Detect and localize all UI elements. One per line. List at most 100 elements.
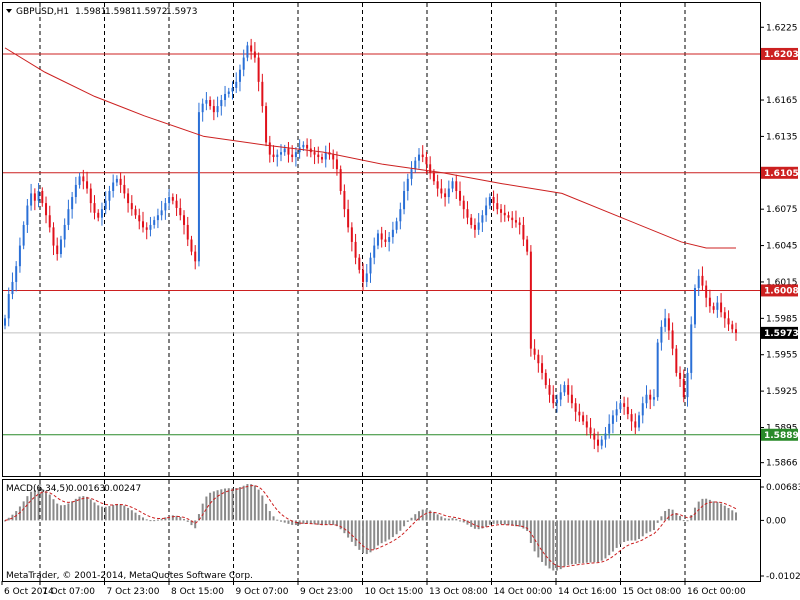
macd-axis[interactable]: 0.00683 0.00 -0.01025	[760, 483, 800, 582]
candle-body	[432, 172, 435, 182]
candle-body	[466, 209, 469, 218]
candle-body	[686, 372, 689, 398]
macd-bar	[466, 520, 469, 525]
macd-bar	[481, 520, 484, 529]
candle-body	[470, 217, 473, 225]
current-price-text: 1.5973	[764, 329, 799, 339]
price-tick-label: 1.5985	[766, 314, 798, 324]
candle-body	[11, 281, 14, 295]
candle-body	[227, 91, 230, 94]
candle-body	[205, 100, 208, 104]
candle-body	[488, 197, 491, 206]
candle-body	[246, 45, 249, 58]
candle-body	[235, 81, 238, 88]
macd-bar	[410, 517, 413, 521]
macd-bar	[45, 491, 48, 521]
candle-body	[231, 87, 234, 92]
macd-bar	[212, 491, 215, 521]
candle-body	[496, 203, 499, 210]
candle-body	[649, 394, 652, 400]
candle-body	[526, 239, 529, 252]
macd-bar	[444, 518, 447, 521]
macd-bar	[37, 488, 40, 521]
candle-body	[56, 245, 59, 255]
candle-body	[18, 245, 21, 267]
candle-body	[186, 224, 189, 240]
macd-bar	[164, 517, 167, 521]
header-dropdown-icon[interactable]	[6, 9, 12, 13]
candle-body	[414, 160, 417, 170]
macd-bar	[582, 520, 585, 564]
candle-body	[313, 152, 316, 155]
macd-bar	[649, 520, 652, 532]
candle-body	[209, 100, 212, 107]
macd-bar	[250, 484, 253, 521]
macd-bar	[682, 520, 685, 522]
candle-body	[462, 200, 465, 210]
candle-body	[533, 348, 536, 355]
candle-body	[294, 152, 297, 158]
candle-body	[138, 215, 141, 222]
candle-body	[541, 363, 544, 373]
macd-bar	[26, 496, 29, 521]
macd-bar	[108, 506, 111, 521]
level-tag-1.5889	[761, 428, 798, 441]
candle-body	[645, 394, 648, 404]
level-tag-text: 1.6008	[764, 286, 799, 296]
macd-bar	[306, 520, 309, 524]
candle-body	[675, 348, 678, 373]
macd-bar	[735, 512, 737, 521]
macd-bar	[134, 512, 137, 521]
macd-bar	[11, 514, 14, 521]
price-axis[interactable]: 1.6225 1.6165 1.6135 1.6075 1.6045 1.6015 1.59…	[760, 23, 798, 469]
candle-body	[652, 397, 655, 400]
macd-bar	[563, 520, 566, 567]
macd-bar	[462, 520, 465, 523]
macd-histogram	[4, 484, 737, 571]
macd-bar	[313, 520, 316, 525]
candle-body	[529, 251, 532, 349]
candle-body	[242, 57, 245, 70]
price-pane[interactable]: GBPUSD,H1 1.5981 1.5981 1.5972 1.5973	[2, 2, 761, 477]
macd-bar	[641, 520, 644, 537]
price-tick-label: 1.6075	[766, 205, 798, 215]
macd-bar	[619, 520, 622, 545]
candle-body	[89, 188, 92, 204]
candle-body	[444, 193, 447, 198]
candle-body	[365, 273, 368, 282]
candle-body	[257, 57, 260, 82]
candle-body	[78, 176, 81, 185]
macd-bar	[321, 520, 324, 526]
level-tag-text: 1.6105	[764, 169, 799, 179]
current-price-tag	[761, 326, 798, 339]
macd-bar	[369, 520, 372, 553]
candle-body	[268, 142, 271, 155]
candle-body	[321, 157, 324, 160]
macd-bar	[429, 510, 432, 521]
macd-bar	[276, 519, 279, 521]
macd-bar	[201, 503, 204, 521]
level-tags: 1.6203 1.6105 1.6008 1.5889 1.5973	[761, 47, 799, 441]
macd-header: MACD(6,34,5) 0.00163 0.00247	[6, 484, 141, 494]
price-tick-label: 1.5866	[766, 459, 798, 469]
moving-average-line	[4, 47, 736, 249]
candle-body	[570, 394, 573, 404]
candle-body	[660, 326, 663, 343]
macd-bar	[149, 520, 152, 522]
macd-bar	[656, 520, 659, 523]
macd-bar	[238, 487, 241, 521]
macd-bar	[71, 501, 74, 521]
ohlc-close: 1.5973	[166, 7, 198, 17]
macd-bar	[242, 485, 245, 521]
macd-bar	[156, 519, 159, 521]
macd-bar	[41, 488, 44, 521]
macd-bar	[216, 490, 219, 521]
candle-body	[291, 154, 294, 158]
macd-bar	[526, 520, 529, 531]
price-tick-label: 1.6135	[766, 132, 798, 142]
candle-body	[656, 342, 659, 398]
macd-pane[interactable]: MACD(6,34,5) 0.00163 0.00247 MetaTrader,…	[2, 479, 761, 582]
candle-body	[164, 203, 167, 211]
